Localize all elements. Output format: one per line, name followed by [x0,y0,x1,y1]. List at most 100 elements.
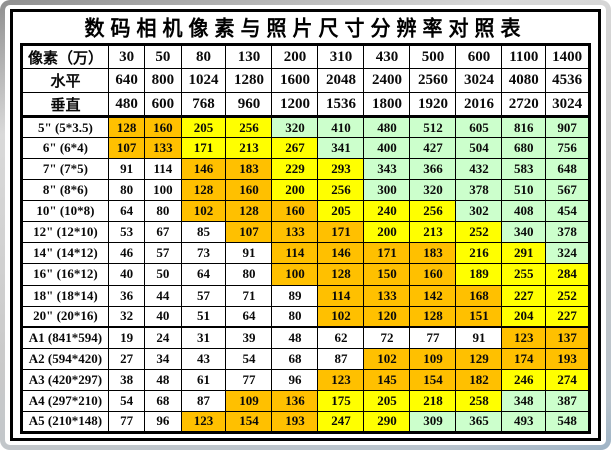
row-label-cell: A4 (297*210) [21,389,109,412]
table-row: 7" (7*5) 91 114 146 183 229 293 343 366 432 583 648 [21,158,590,181]
table-row: 水平 640 800 1024 1280 1600 2048 2400 2560 3024 4080… [21,68,590,94]
value-cell: 34 [144,347,182,370]
value-cell: 100 [144,179,182,202]
table-row: 8" (8*6) 80 100 128 160 200 256 300 320 378 510 567 [21,179,590,202]
table-row: 垂直 480 600 768 960 1200 1536 1800 1920 2016 2720 30… [21,92,590,119]
value-cell: 114 [317,284,365,307]
value-cell: 19 [107,326,146,349]
value-cell: 200 [363,221,411,244]
value-cell: 205 [180,116,227,139]
value-cell: 378 [455,179,503,202]
value-cell: 320 [271,116,319,139]
value-cell: 640 [107,68,146,94]
value-cell: 274 [545,368,590,391]
table-row: 14" (14*12) 46 57 73 91 114 146 171 183 216 291 324 [21,242,590,265]
value-cell: 64 [180,263,227,286]
value-cell: 4080 [501,68,547,94]
table-title: 数码相机像素与照片尺寸分辨率对照表 [84,17,527,41]
value-cell: 213 [225,137,273,160]
value-cell: 80 [225,263,273,286]
value-cell: 252 [455,221,503,244]
column-header-cell: 200 [271,43,319,70]
value-cell: 567 [545,179,590,202]
value-cell: 51 [180,305,227,329]
value-cell: 816 [501,116,547,139]
value-cell: 548 [545,410,590,434]
table-row: A4 (297*210) 54 68 87 109 136 175 205 218 258 348 3… [21,389,590,412]
value-cell: 302 [455,200,503,223]
value-cell: 3024 [545,92,590,119]
value-cell: 768 [180,92,227,119]
value-cell: 72 [363,326,411,349]
value-cell: 102 [180,200,227,223]
value-cell: 512 [409,116,457,139]
value-cell: 216 [455,242,503,265]
value-cell: 258 [455,389,503,412]
value-cell: 227 [501,284,547,307]
value-cell: 91 [455,326,503,349]
value-cell: 160 [271,200,319,223]
value-cell: 44 [144,284,182,307]
value-cell: 1280 [225,68,273,94]
value-cell: 341 [317,137,365,160]
value-cell: 68 [144,389,182,412]
row-label-cell: A2 (594*420) [21,347,109,370]
value-cell: 1800 [363,92,411,119]
value-cell: 400 [363,137,411,160]
value-cell: 80 [271,305,319,329]
value-cell: 189 [455,263,503,286]
bordered-panel: 数码相机像素与照片尺寸分辨率对照表 像素（万） 30 50 80 130 200 310 43… [10,9,601,441]
value-cell: 57 [144,242,182,265]
value-cell: 150 [363,263,411,286]
value-cell: 43 [180,347,227,370]
column-header-cell: 30 [107,43,146,70]
value-cell: 160 [409,263,457,286]
value-cell: 255 [501,263,547,286]
value-cell: 154 [225,410,273,434]
value-cell: 2720 [501,92,547,119]
value-cell: 510 [501,179,547,202]
value-cell: 800 [144,68,182,94]
value-cell: 31 [180,326,227,349]
value-cell: 183 [225,158,273,181]
value-cell: 680 [501,137,547,160]
value-cell: 648 [545,158,590,181]
value-cell: 32 [107,305,146,329]
value-cell: 114 [144,158,182,181]
table-row: 18" (18*14) 36 44 57 71 89 114 133 142 168 227 252 [21,284,590,307]
value-cell: 174 [501,347,547,370]
value-cell: 77 [225,368,273,391]
value-cell: 109 [409,347,457,370]
value-cell: 107 [107,137,146,160]
value-cell: 146 [317,242,365,265]
column-header-cell: 50 [144,43,182,70]
column-header-cell: 430 [363,43,411,70]
value-cell: 39 [225,326,273,349]
value-cell: 204 [501,305,547,329]
value-cell: 4536 [545,68,590,94]
value-cell: 366 [409,158,457,181]
value-cell: 123 [180,410,227,434]
value-cell: 102 [363,347,411,370]
value-cell: 48 [144,368,182,391]
value-cell: 600 [144,92,182,119]
value-cell: 480 [363,116,411,139]
value-cell: 1600 [271,68,319,94]
value-cell: 1024 [180,68,227,94]
value-cell: 290 [363,410,411,434]
value-cell: 128 [317,263,365,286]
value-cell: 67 [144,221,182,244]
value-cell: 284 [545,263,590,286]
value-cell: 2400 [363,68,411,94]
value-cell: 50 [144,263,182,286]
row-label-cell: 垂直 [21,92,109,119]
value-cell: 133 [144,137,182,160]
value-cell: 61 [180,368,227,391]
value-cell: 218 [409,389,457,412]
value-cell: 293 [317,158,365,181]
row-label-cell: 5" (5*3.5) [21,116,109,139]
value-cell: 183 [409,242,457,265]
value-cell: 142 [409,284,457,307]
table-row: A5 (210*148) 77 96 123 154 193 247 290 309 365 493… [21,410,590,434]
